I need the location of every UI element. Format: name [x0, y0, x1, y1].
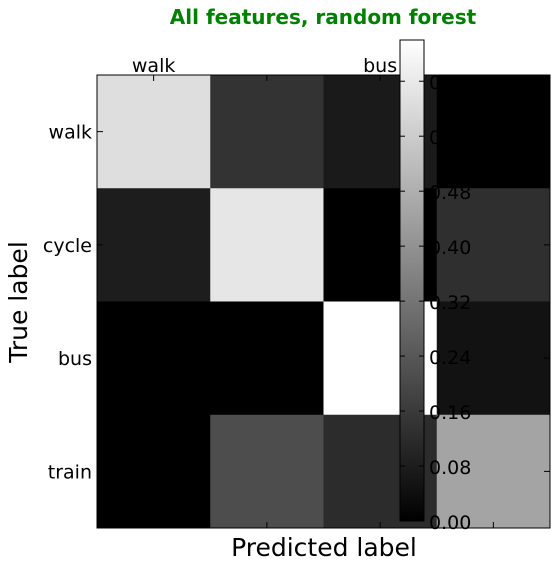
- heatmap-cell: [97, 414, 211, 529]
- row-labels: walk cycle bus train: [43, 122, 92, 484]
- column-label: bus: [363, 55, 397, 77]
- colorbar-tick-label: 0.08: [429, 457, 471, 479]
- heatmap-cell: [210, 301, 324, 416]
- chart-title: All features, random forest: [170, 5, 477, 29]
- row-label: train: [48, 461, 92, 483]
- heatmap-cell: [97, 75, 211, 189]
- colorbar-tick-label: 0.32: [429, 292, 471, 314]
- heatmap-cell: [436, 188, 551, 302]
- heatmap-cells: [97, 75, 551, 529]
- heatmap-cell: [436, 414, 551, 529]
- y-axis-label: True label: [4, 241, 33, 364]
- colorbar-tick-label: 0.40: [429, 237, 471, 259]
- column-labels: walk bus: [132, 55, 397, 77]
- heatmap-cell: [436, 75, 551, 189]
- colorbar-tick-label: 0.16: [429, 402, 471, 424]
- colorbar: 0.00 0.08 0.16 0.24 0.32 0.40 0.48 0.56 0.64: [399, 39, 471, 534]
- heatmap-cell: [97, 301, 211, 416]
- heatmap-cell: [97, 188, 211, 302]
- x-axis-label: Predicted label: [231, 533, 417, 562]
- heatmap-cell: [210, 414, 324, 529]
- heatmap-cell: [436, 301, 551, 416]
- plot-frame: [96, 74, 551, 529]
- column-label: walk: [132, 55, 175, 77]
- colorbar-tick-label: 0.00: [429, 512, 471, 534]
- row-label: cycle: [43, 235, 92, 257]
- colorbar-tick-label: 0.24: [429, 347, 471, 369]
- heatmap-cell: [210, 75, 324, 189]
- row-label: bus: [58, 348, 92, 370]
- colorbar-tick-label: 0.64: [429, 72, 471, 94]
- colorbar-gradient: [399, 39, 425, 522]
- colorbar-tick-label: 0.48: [429, 182, 471, 204]
- colorbar-ticks: 0.00 0.08 0.16 0.24 0.32 0.40 0.48 0.56 0.64: [400, 72, 471, 534]
- row-label: walk: [49, 122, 92, 144]
- colorbar-tick-label: 0.56: [429, 127, 471, 149]
- axis-ticks: [97, 75, 550, 528]
- heatmap-cell: [210, 188, 324, 302]
